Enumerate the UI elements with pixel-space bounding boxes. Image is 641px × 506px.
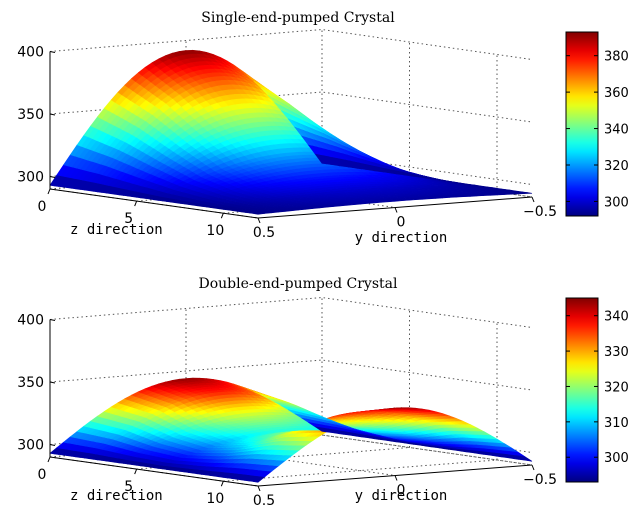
value-tick-label: 350 bbox=[17, 107, 44, 123]
value-tick-mark bbox=[49, 444, 56, 446]
z-tick-label: 10 bbox=[206, 223, 224, 239]
colorbar-tick-label: 320 bbox=[604, 380, 629, 395]
surface-patch bbox=[520, 192, 533, 194]
z-tick-mark bbox=[220, 212, 224, 219]
single-end-pumped-panel: 300 350 400 0 5 10 0.5 0 −0.5 Single-end-pumped C… bbox=[17, 10, 629, 246]
value-tick-label: 300 bbox=[17, 438, 44, 454]
z-axis-label: z direction bbox=[70, 488, 163, 504]
colorbar: 300 320 340 360 380 bbox=[565, 31, 629, 217]
z-tick-mark bbox=[47, 456, 51, 463]
value-tick-mark bbox=[49, 51, 56, 53]
grid-line bbox=[49, 296, 533, 328]
axes: 300 350 400 0 5 10 0.5 0 −0.5 bbox=[17, 45, 557, 242]
z-tick-label: 5 bbox=[124, 211, 133, 227]
grid-line bbox=[223, 459, 498, 482]
y-tick-label: 0.5 bbox=[253, 225, 275, 241]
colorbar-tick-label: 360 bbox=[604, 86, 629, 101]
z-tick-label: 0 bbox=[38, 467, 47, 483]
value-tick-mark bbox=[49, 176, 56, 178]
z-tick-mark bbox=[47, 188, 51, 195]
chart-title: Double-end-pumped Crystal bbox=[199, 276, 399, 292]
z-tick-mark bbox=[134, 200, 138, 207]
colorbar-tick-label: 330 bbox=[604, 345, 629, 360]
y-tick-mark bbox=[531, 464, 535, 471]
grid-line bbox=[321, 434, 533, 466]
value-tick-label: 400 bbox=[17, 45, 44, 61]
z-tick-label: 0 bbox=[38, 199, 47, 215]
colorbar: 300 310 320 330 340 bbox=[565, 297, 629, 483]
y-tick-mark bbox=[394, 475, 398, 481]
grid-line bbox=[49, 28, 533, 60]
z-tick-mark bbox=[220, 480, 224, 487]
y-tick-label: 0 bbox=[397, 483, 406, 499]
temperature-surface bbox=[49, 377, 533, 483]
axes: 300 350 400 0 5 10 0.5 0 −0.5 bbox=[17, 313, 557, 506]
grid-line bbox=[49, 359, 533, 391]
y-tick-label: 0.5 bbox=[253, 493, 275, 506]
value-tick-mark bbox=[49, 381, 56, 384]
z-axis-label: z direction bbox=[70, 222, 163, 238]
y-tick-label: 0 bbox=[397, 215, 406, 231]
colorbar-tick-label: 340 bbox=[604, 310, 629, 325]
y-tick-mark bbox=[531, 196, 535, 203]
value-tick-mark bbox=[49, 113, 56, 116]
colorbar-tick-label: 380 bbox=[604, 50, 629, 65]
grid-line bbox=[185, 445, 396, 476]
colorbar-tick-label: 340 bbox=[604, 123, 629, 138]
z-tick-label: 10 bbox=[206, 491, 224, 506]
surface-patch bbox=[520, 455, 533, 462]
y-tick-mark bbox=[257, 485, 261, 492]
y-tick-label: −0.5 bbox=[523, 472, 557, 488]
colorbar-gradient bbox=[565, 297, 599, 483]
colorbar-tick-label: 320 bbox=[604, 159, 629, 174]
colorbar-tick-label: 300 bbox=[604, 195, 629, 210]
y-tick-mark bbox=[257, 217, 261, 224]
colorbar-gradient bbox=[565, 31, 599, 217]
y-tick-mark bbox=[394, 207, 398, 213]
value-tick-label: 300 bbox=[17, 170, 44, 186]
y-tick-label: −0.5 bbox=[523, 204, 557, 220]
temperature-surface bbox=[49, 49, 533, 215]
value-tick-label: 350 bbox=[17, 375, 44, 391]
colorbar-tick-label: 310 bbox=[604, 416, 629, 431]
value-tick-label: 400 bbox=[17, 313, 44, 329]
z-tick-label: 5 bbox=[124, 479, 133, 495]
chart-title: Single-end-pumped Crystal bbox=[201, 10, 395, 26]
colorbar-tick-label: 300 bbox=[604, 451, 629, 466]
y-axis-label: y direction bbox=[355, 230, 448, 246]
value-tick-mark bbox=[49, 319, 56, 321]
double-end-pumped-panel: 300 350 400 0 5 10 0.5 0 −0.5 Double-end-pumped C… bbox=[17, 276, 629, 506]
z-tick-mark bbox=[134, 468, 138, 475]
y-axis-label: y direction bbox=[355, 488, 448, 504]
